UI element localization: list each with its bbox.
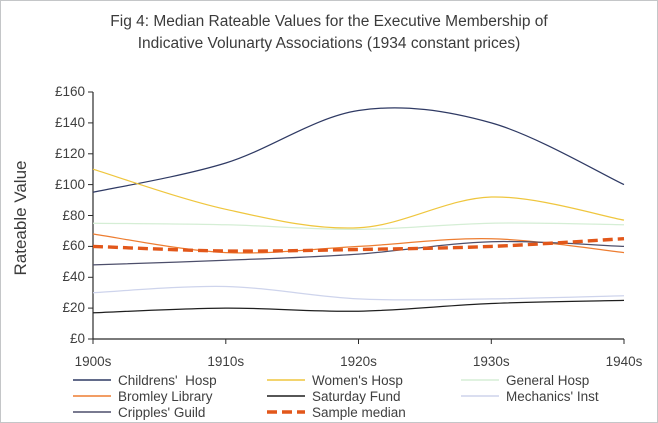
legend-label: Sample median [312, 404, 406, 420]
legend-swatch [267, 395, 305, 397]
legend-swatch [461, 395, 499, 397]
chart-legend: Childrens' Hosp Women's Hosp General Hosp B… [73, 372, 599, 420]
series-line-0 [92, 107, 625, 193]
x-tick-label: 1920s [340, 354, 377, 369]
y-tick-label: £20 [62, 300, 85, 316]
legend-label: Cripples' Guild [118, 404, 206, 420]
legend-label: Childrens' Hosp [118, 372, 217, 388]
x-tick-label: 1930s [472, 354, 510, 369]
legend-item: Cripples' Guild [73, 404, 267, 420]
legend-item: Bromley Library [73, 388, 267, 404]
series-line-7 [92, 237, 625, 253]
series-line-2 [92, 222, 625, 231]
y-tick-label: £100 [54, 176, 85, 192]
legend-label: General Hosp [506, 372, 590, 388]
series-line-5 [92, 285, 625, 301]
y-tick-label: £80 [62, 207, 85, 223]
y-tick-label: £120 [54, 145, 85, 161]
legend-label: Bromley Library [118, 388, 213, 404]
legend-item: Saturday Fund [267, 388, 461, 404]
y-tick-label: £160 [54, 84, 85, 99]
legend-item: General Hosp [461, 372, 599, 388]
x-tick-label: 1900s [74, 354, 112, 369]
y-tick-label: £140 [54, 114, 85, 130]
legend-label: Mechanics' Inst [506, 388, 599, 404]
chart-title-line-1: Fig 4: Median Rateable Values for the Ex… [110, 13, 548, 30]
x-tick-label: 1910s [207, 354, 245, 369]
legend-label: Saturday Fund [312, 388, 401, 404]
y-tick-label: £40 [62, 269, 85, 285]
legend-item: Sample median [267, 404, 461, 420]
series-line-6 [92, 240, 625, 266]
legend-label: Women's Hosp [312, 372, 403, 388]
legend-swatch [267, 410, 305, 414]
legend-item: Childrens' Hosp [73, 372, 267, 388]
legend-swatch [73, 379, 111, 381]
legend-swatch [267, 379, 305, 381]
series-line-1 [92, 168, 625, 229]
chart-title: Fig 4: Median Rateable Values for the Ex… [1, 11, 657, 55]
legend-swatch [73, 395, 111, 397]
y-tick-label: £0 [69, 331, 85, 346]
series-line-4 [92, 299, 625, 314]
legend-swatch [73, 411, 111, 413]
y-tick-label: £60 [62, 238, 85, 254]
legend-item: Women's Hosp [267, 372, 461, 388]
legend-swatch [461, 379, 499, 381]
chart-title-line-2: Indicative Volunarty Associations (1934 … [137, 35, 521, 52]
x-tick-label: 1940s [605, 354, 643, 369]
legend-item: Mechanics' Inst [461, 388, 599, 404]
